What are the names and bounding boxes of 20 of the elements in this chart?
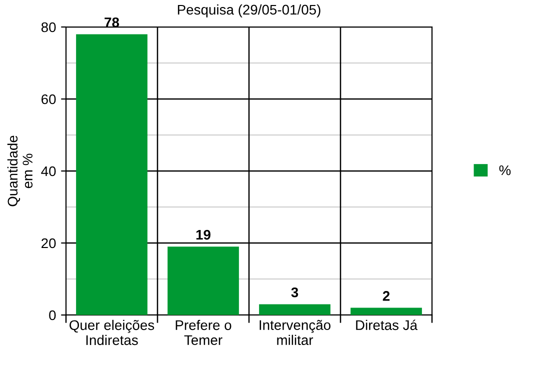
data-label: 2 [382,291,390,301]
y-tick-label: 20 [42,238,56,248]
x-tick-label: Diretas Já [356,320,418,330]
x-tick-label: Prefere o Temer [176,320,232,346]
bar [76,34,148,315]
bar [168,246,239,315]
bar [350,308,422,315]
y-axis-title: Quantidade em % [7,136,33,206]
x-tick-label: Intervenção militar [260,320,330,346]
data-label: 78 [104,17,120,28]
data-label: 19 [196,230,210,240]
legend-label: % [499,165,511,176]
bar [259,304,330,315]
y-tick-label: 80 [41,22,56,32]
data-label: 3 [291,287,298,298]
x-tick-label: Quer eleições Indiretas [70,320,154,346]
chart-title: Pesquisa (29/05-01/05) [178,4,320,18]
y-tick-label: 0 [49,310,56,320]
y-tick-label: 40 [41,166,56,176]
y-tick-label: 60 [42,94,56,104]
